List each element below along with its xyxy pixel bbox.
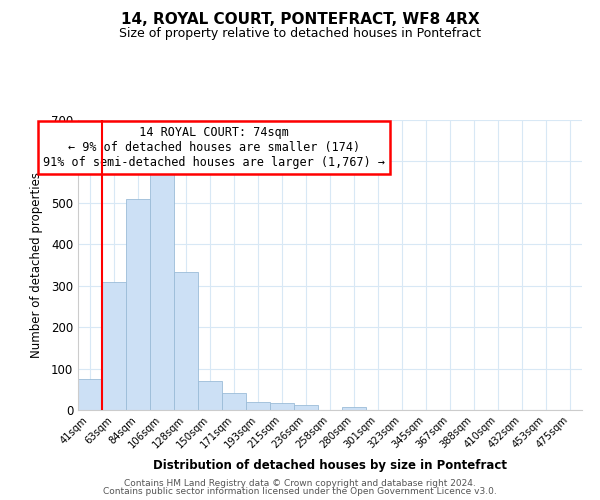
Text: 14, ROYAL COURT, PONTEFRACT, WF8 4RX: 14, ROYAL COURT, PONTEFRACT, WF8 4RX: [121, 12, 479, 28]
Bar: [78, 379, 102, 410]
Bar: [198, 381, 222, 410]
Text: Contains HM Land Registry data © Crown copyright and database right 2024.: Contains HM Land Registry data © Crown c…: [124, 478, 476, 488]
Text: Size of property relative to detached houses in Pontefract: Size of property relative to detached ho…: [119, 28, 481, 40]
Bar: [246, 402, 270, 410]
Y-axis label: Number of detached properties: Number of detached properties: [29, 172, 43, 358]
Text: 14 ROYAL COURT: 74sqm  
← 9% of detached houses are smaller (174)
91% of semi-de: 14 ROYAL COURT: 74sqm ← 9% of detached h…: [43, 126, 385, 169]
Bar: [150, 170, 174, 410]
Bar: [294, 405, 318, 410]
X-axis label: Distribution of detached houses by size in Pontefract: Distribution of detached houses by size …: [153, 459, 507, 472]
Bar: [342, 406, 366, 410]
Bar: [174, 272, 198, 410]
Bar: [126, 198, 150, 410]
Bar: [102, 282, 126, 410]
Bar: [222, 394, 246, 410]
Bar: [270, 402, 294, 410]
Text: Contains public sector information licensed under the Open Government Licence v3: Contains public sector information licen…: [103, 487, 497, 496]
